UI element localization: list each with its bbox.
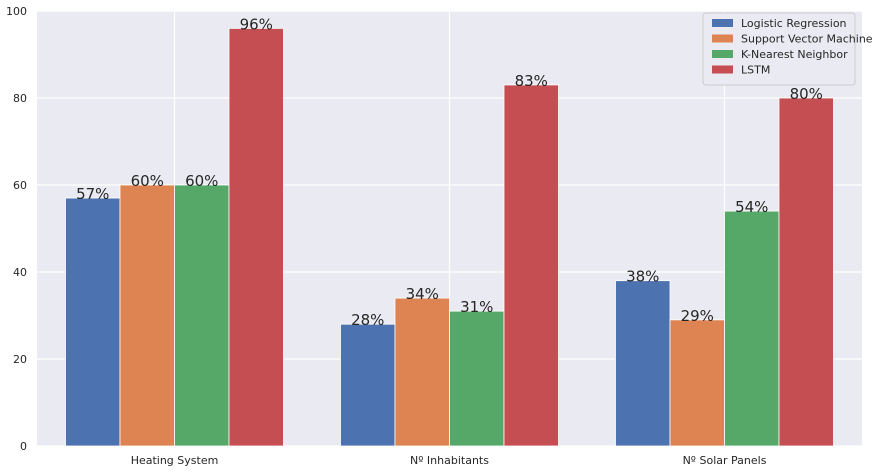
bar [228, 27, 284, 447]
bar [340, 323, 396, 447]
bar-value-label: 29% [681, 307, 714, 325]
y-tick-label: 0 [20, 440, 27, 453]
x-tick-label: Nº Solar Panels [683, 454, 767, 467]
bar [615, 280, 671, 447]
legend-swatch [712, 19, 733, 27]
legend-box [702, 12, 856, 86]
x-axis-ticks: Heating System Nº Inhabitants Nº Solar Pan… [131, 454, 767, 467]
y-axis-ticks: 0 20 40 60 80 100 [6, 5, 27, 453]
bar-value-label: 38% [626, 268, 659, 286]
x-tick-label: Heating System [131, 454, 219, 467]
legend-swatch [712, 34, 733, 43]
x-tick-label: Nº Inhabitants [410, 454, 489, 467]
bars [65, 27, 834, 447]
bar [449, 310, 505, 447]
bar [119, 184, 175, 447]
y-tick-label: 20 [13, 353, 27, 366]
bar-value-label: 96% [240, 15, 273, 33]
bar [778, 97, 834, 447]
bar-value-label: 54% [735, 198, 768, 216]
bar [174, 184, 230, 447]
bar-value-label: 80% [790, 85, 823, 103]
y-tick-label: 80 [13, 92, 27, 105]
legend-swatch [712, 65, 733, 74]
bar [65, 197, 121, 447]
legend-label: Support Vector Machine [741, 33, 873, 46]
legend-label: LSTM [741, 64, 770, 77]
y-tick-label: 100 [6, 5, 27, 18]
bar-value-label: 60% [185, 172, 218, 190]
bar [394, 297, 450, 447]
legend-label: Logistic Regression [741, 17, 847, 30]
bar [669, 319, 725, 447]
bar [724, 210, 780, 447]
bar-value-label: 28% [351, 311, 384, 329]
bar-value-label: 60% [131, 172, 164, 190]
y-tick-label: 60 [13, 179, 27, 192]
legend-label: K-Nearest Neighbor [741, 48, 848, 61]
legend: Logistic Regression Support Vector Machin… [702, 12, 873, 86]
bar-value-label: 31% [460, 298, 493, 316]
bar-value-label: 34% [406, 285, 439, 303]
y-tick-label: 40 [13, 266, 27, 279]
bar-value-label: 83% [515, 72, 548, 90]
bar-value-label: 57% [76, 185, 109, 203]
bar [503, 84, 559, 447]
legend-swatch [712, 50, 733, 58]
value-labels: 57% 28% 38% 60% 34% 29% 60% 31% 54% 96% 83% 80% [76, 15, 823, 329]
